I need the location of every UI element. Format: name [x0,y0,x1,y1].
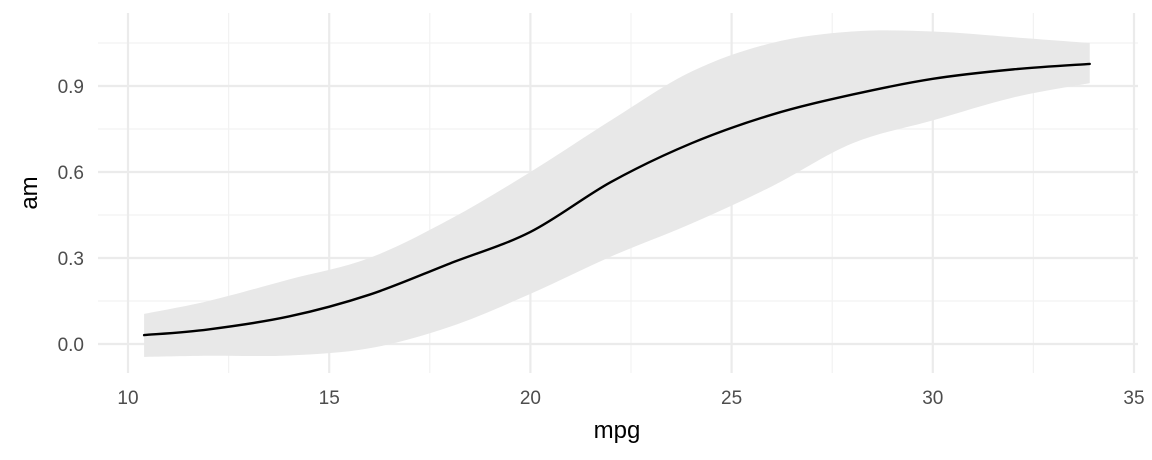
x-tick-label: 20 [520,388,541,409]
y-tick-label: 0.9 [58,77,84,98]
x-axis-title: mpg [594,417,641,444]
y-axis-tick-labels: 0.0 0.3 0.6 0.9 [58,77,84,356]
fit-line-layer [142,62,1091,337]
x-tick-label: 15 [319,388,340,409]
confidence-band [144,30,1090,357]
y-tick-label: 0.6 [58,163,84,184]
confidence-band-layer [144,30,1090,357]
x-tick-label: 25 [721,388,742,409]
x-tick-label: 30 [922,388,943,409]
x-axis-tick-labels: 10 15 20 25 30 35 [117,388,1144,409]
x-tick-label: 10 [117,388,138,409]
x-tick-label: 35 [1123,388,1144,409]
y-tick-label: 0.3 [58,249,84,270]
y-tick-label: 0.0 [58,335,84,356]
fit-line [142,62,1091,337]
y-axis-title: am [16,176,43,209]
